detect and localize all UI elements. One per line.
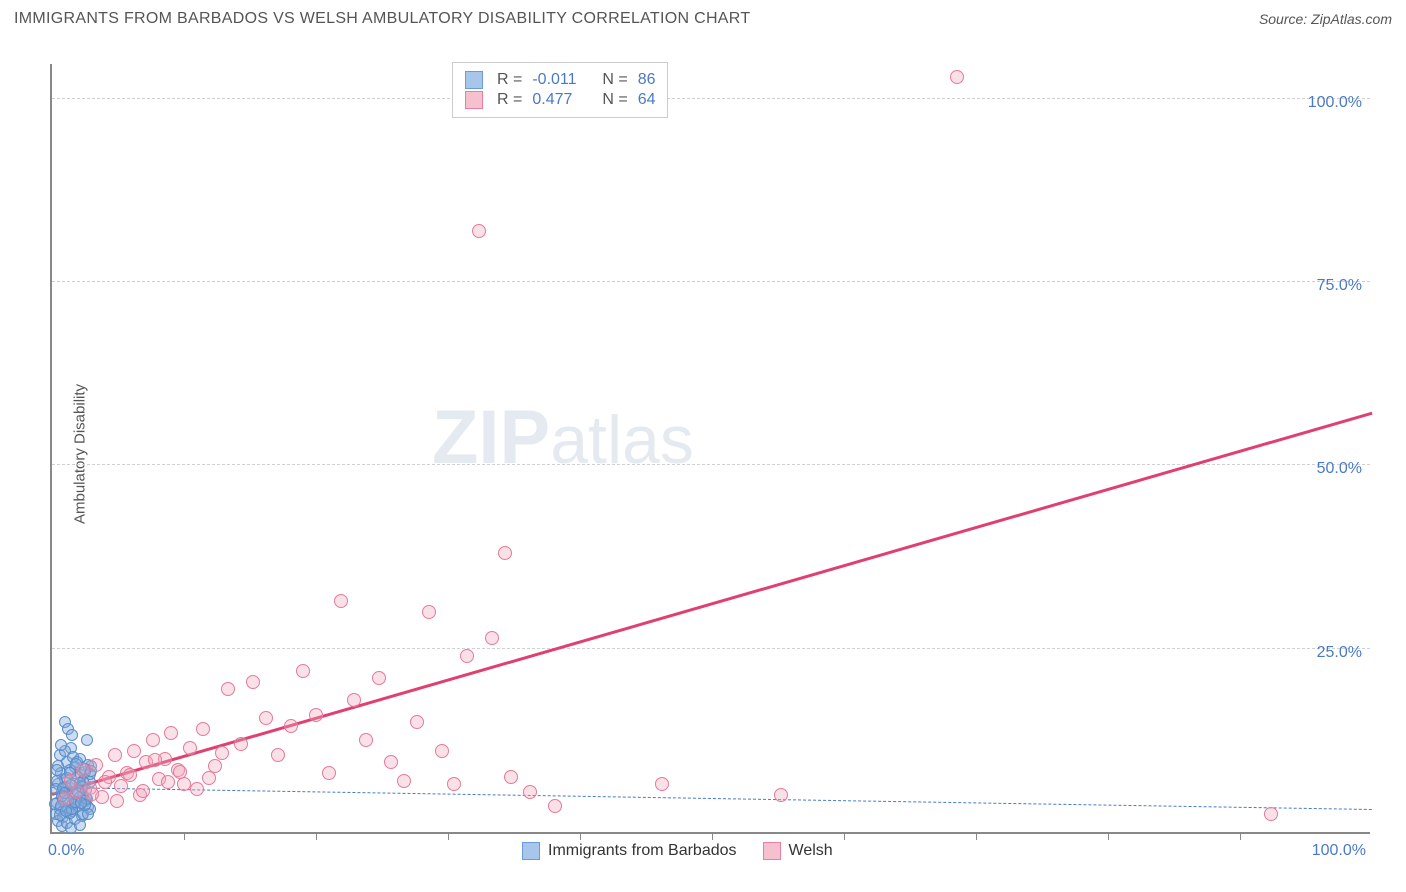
data-point [183, 741, 197, 755]
legend-item: Welsh [763, 842, 833, 860]
data-point [98, 775, 112, 789]
data-point [259, 711, 273, 725]
x-tick-label: 100.0% [1312, 842, 1366, 860]
data-point [296, 664, 310, 678]
y-tick-label: 25.0% [1317, 644, 1362, 662]
data-point [127, 744, 141, 758]
plot-area: ZIPatlas 25.0%50.0%75.0%100.0%0.0%100.0%… [50, 64, 1370, 834]
data-point [309, 708, 323, 722]
x-tick [976, 832, 977, 840]
data-point [322, 766, 336, 780]
data-point [397, 774, 411, 788]
source-label: Source: ZipAtlas.com [1259, 11, 1392, 27]
x-tick [1240, 832, 1241, 840]
y-tick-label: 50.0% [1317, 460, 1362, 478]
data-point [472, 224, 486, 238]
chart-title: IMMIGRANTS FROM BARBADOS VS WELSH AMBULA… [14, 10, 750, 28]
data-point [347, 693, 361, 707]
data-point [196, 722, 210, 736]
data-point [435, 744, 449, 758]
y-tick-label: 100.0% [1308, 94, 1362, 112]
legend-label: Immigrants from Barbados [548, 842, 737, 860]
data-point [234, 737, 248, 751]
data-point [148, 753, 162, 767]
data-point [161, 775, 175, 789]
data-point [123, 768, 137, 782]
x-tick [316, 832, 317, 840]
data-point [271, 748, 285, 762]
gridline [52, 648, 1370, 649]
data-point [359, 733, 373, 747]
data-point [447, 777, 461, 791]
x-tick [1108, 832, 1109, 840]
data-point [173, 765, 187, 779]
data-point [1264, 807, 1278, 821]
data-point [66, 729, 78, 741]
data-point [950, 70, 964, 84]
data-point [75, 797, 87, 809]
gridline [52, 464, 1370, 465]
data-point [655, 777, 669, 791]
data-point [58, 792, 72, 806]
data-point [498, 546, 512, 560]
data-point [410, 715, 424, 729]
data-point [221, 682, 235, 696]
legend-swatch [522, 842, 540, 860]
x-tick [844, 832, 845, 840]
trend-line [52, 787, 1372, 810]
legend-item: Immigrants from Barbados [522, 842, 737, 860]
legend-label: Welsh [789, 842, 833, 860]
data-point [202, 771, 216, 785]
gridline [52, 98, 1370, 99]
series-legend: Immigrants from Barbados Welsh [522, 842, 833, 860]
data-point [190, 782, 204, 796]
data-point [504, 770, 518, 784]
header-bar: IMMIGRANTS FROM BARBADOS VS WELSH AMBULA… [0, 0, 1406, 34]
data-point [74, 819, 86, 831]
trend-line [52, 412, 1373, 796]
data-point [523, 785, 537, 799]
data-point [334, 594, 348, 608]
data-point [146, 733, 160, 747]
legend-swatch [465, 91, 483, 109]
y-tick-label: 75.0% [1317, 277, 1362, 295]
data-point [60, 805, 72, 817]
legend-row: R =0.477N =64 [465, 91, 655, 109]
x-tick [580, 832, 581, 840]
data-point [284, 719, 298, 733]
x-tick [712, 832, 713, 840]
chart-container: Ambulatory Disability ZIPatlas 25.0%50.0… [0, 34, 1406, 874]
data-point [89, 758, 103, 772]
watermark: ZIPatlas [432, 394, 694, 481]
x-tick [448, 832, 449, 840]
correlation-legend: R =-0.011N =86 R =0.477N =64 [452, 62, 668, 118]
data-point [85, 787, 99, 801]
data-point [384, 755, 398, 769]
data-point [774, 788, 788, 802]
data-point [164, 726, 178, 740]
data-point [55, 739, 67, 751]
x-tick-label: 0.0% [48, 842, 84, 860]
data-point [108, 748, 122, 762]
data-point [81, 734, 93, 746]
gridline [52, 281, 1370, 282]
data-point [460, 649, 474, 663]
data-point [136, 784, 150, 798]
data-point [422, 605, 436, 619]
data-point [372, 671, 386, 685]
data-point [215, 746, 229, 760]
data-point [110, 794, 124, 808]
legend-swatch [465, 71, 483, 89]
data-point [485, 631, 499, 645]
x-tick [184, 832, 185, 840]
data-point [246, 675, 260, 689]
data-point [548, 799, 562, 813]
legend-row: R =-0.011N =86 [465, 71, 655, 89]
legend-swatch [763, 842, 781, 860]
